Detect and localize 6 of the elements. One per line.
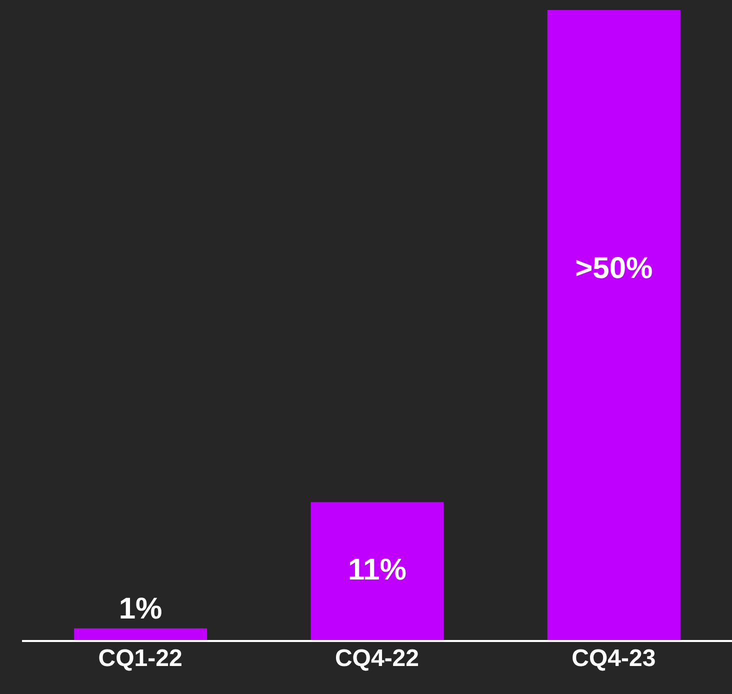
x-tick-label: CQ1-22 [98,645,182,672]
data-label: >50% [575,252,653,285]
data-label: 1% [118,592,162,626]
x-tick-label: CQ4-22 [334,645,420,672]
x-tick-label: CQ4-23 [572,645,656,672]
data-label: 11% [348,554,406,587]
